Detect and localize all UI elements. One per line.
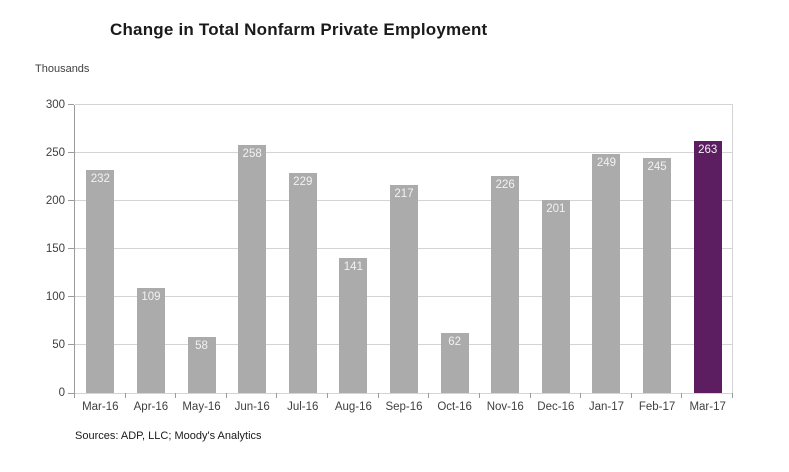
plot-right-border bbox=[732, 105, 733, 393]
y-axis-tick bbox=[68, 248, 74, 249]
x-axis-tick bbox=[276, 393, 278, 398]
y-tick-label-100: 100 bbox=[45, 291, 65, 303]
x-axis-tick bbox=[74, 393, 75, 398]
x-axis-tick bbox=[529, 393, 531, 398]
x-axis-tick bbox=[478, 393, 480, 398]
bar-Feb-17: 245 bbox=[643, 157, 672, 393]
bar-value-label-Jun-16: 258 bbox=[242, 148, 262, 161]
bar-value-label-Feb-17: 245 bbox=[647, 160, 667, 173]
gridline-250 bbox=[75, 152, 733, 153]
x-tick-label-Sep-16: Sep-16 bbox=[385, 401, 423, 413]
bar-Sep-16: 217 bbox=[390, 184, 418, 393]
x-tick-label-May-16: May-16 bbox=[182, 401, 221, 413]
x-axis-tick bbox=[681, 393, 683, 398]
y-tick-label-200: 200 bbox=[45, 195, 65, 207]
y-tick-label-50: 50 bbox=[52, 339, 65, 351]
y-axis-tick bbox=[68, 393, 74, 394]
bar-Aug-16: 141 bbox=[339, 257, 368, 393]
y-tick-label-300: 300 bbox=[45, 99, 65, 111]
bar-value-label-Mar-16: 232 bbox=[90, 173, 110, 186]
plot-area: 0 50 100 150 200 250 300 232 Mar-16 109 Apr-16 58 Ma… bbox=[46, 99, 733, 413]
bar-Mar-17: 263 bbox=[693, 140, 722, 393]
bar-value-label-Mar-17: 263 bbox=[698, 143, 718, 156]
bar-value-label-Jul-16: 229 bbox=[293, 176, 313, 189]
x-tick-label-Apr-16: Apr-16 bbox=[133, 401, 169, 413]
x-axis-tick bbox=[124, 393, 126, 398]
bar-value-label-Dec-16: 201 bbox=[546, 203, 566, 216]
x-tick-label-Jul-16: Jul-16 bbox=[287, 401, 319, 413]
gridline-300 bbox=[75, 104, 733, 105]
x-tick-label-Jan-17: Jan-17 bbox=[588, 401, 625, 413]
x-axis-tick bbox=[327, 393, 329, 398]
x-tick-label-Mar-17: Mar-17 bbox=[689, 401, 726, 413]
bar-value-label-Jan-17: 249 bbox=[596, 156, 617, 169]
y-axis-tick bbox=[68, 200, 74, 201]
y-tick-label-250: 250 bbox=[45, 147, 65, 159]
x-axis-tick bbox=[580, 393, 582, 398]
x-axis-tick bbox=[377, 393, 379, 398]
x-axis-tick bbox=[630, 393, 632, 398]
chart-title: Change in Total Nonfarm Private Employme… bbox=[110, 20, 488, 39]
y-axis-tick bbox=[68, 104, 74, 105]
gridline-0 bbox=[75, 393, 733, 394]
x-tick-label-Aug-16: Aug-16 bbox=[334, 401, 372, 413]
bar-Nov-16: 226 bbox=[491, 176, 520, 393]
y-axis-unit-label: Thousands bbox=[35, 63, 90, 75]
y-tick-label-150: 150 bbox=[45, 243, 65, 255]
y-axis-tick bbox=[68, 344, 74, 345]
bar-May-16: 58 bbox=[187, 337, 216, 393]
bar-Apr-16: 109 bbox=[136, 288, 165, 393]
bar-Jun-16: 258 bbox=[238, 145, 267, 393]
x-tick-label-Nov-16: Nov-16 bbox=[486, 401, 524, 413]
x-tick-label-Mar-16: Mar-16 bbox=[82, 401, 119, 413]
x-axis-tick bbox=[175, 393, 177, 398]
bar-Jul-16: 229 bbox=[288, 173, 317, 393]
bar-Dec-16: 201 bbox=[541, 200, 570, 393]
bar-Mar-16: 232 bbox=[86, 170, 115, 393]
y-axis-tick bbox=[68, 152, 74, 153]
x-tick-label-Feb-17: Feb-17 bbox=[638, 401, 676, 413]
y-tick-label-0: 0 bbox=[58, 387, 65, 399]
y-axis-line bbox=[74, 105, 75, 393]
source-note: Sources: ADP, LLC; Moody's Analytics bbox=[75, 430, 262, 442]
x-tick-label-Oct-16: Oct-16 bbox=[437, 401, 472, 413]
bar-value-label-Nov-16: 226 bbox=[495, 179, 515, 192]
bar-value-label-Sep-16: 217 bbox=[394, 187, 414, 200]
bar-value-label-May-16: 58 bbox=[195, 340, 208, 353]
x-axis-tick bbox=[225, 393, 227, 398]
x-tick-label-Dec-16: Dec-16 bbox=[537, 401, 575, 413]
x-axis-tick bbox=[732, 393, 733, 398]
bar-value-label-Apr-16: 109 bbox=[141, 291, 161, 304]
y-axis-tick bbox=[68, 296, 74, 297]
bar-value-label-Oct-16: 62 bbox=[448, 336, 461, 349]
bar-Jan-17: 249 bbox=[592, 153, 621, 393]
x-tick-label-Jun-16: Jun-16 bbox=[234, 401, 270, 413]
bar-Oct-16: 62 bbox=[440, 333, 469, 393]
bar-value-label-Aug-16: 141 bbox=[343, 260, 363, 273]
x-axis-tick bbox=[428, 393, 430, 398]
